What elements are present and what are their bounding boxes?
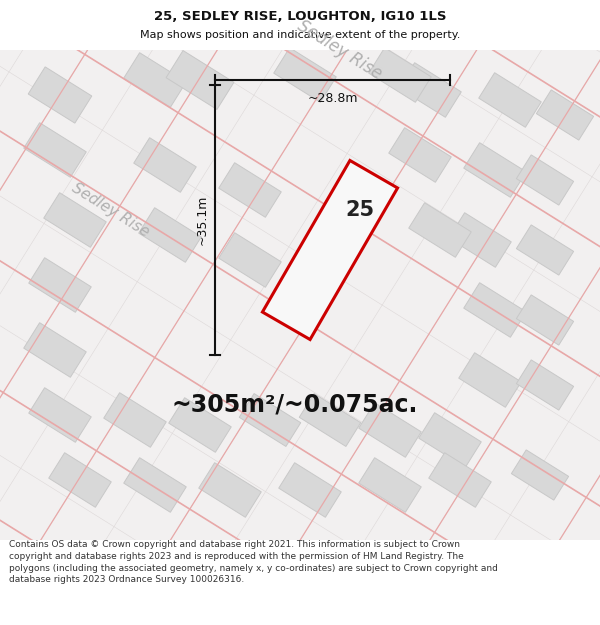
Polygon shape: [389, 127, 451, 182]
Polygon shape: [279, 462, 341, 518]
Polygon shape: [517, 295, 574, 345]
Polygon shape: [24, 122, 86, 177]
Polygon shape: [219, 232, 281, 288]
Polygon shape: [29, 388, 91, 442]
Polygon shape: [134, 138, 196, 192]
Polygon shape: [219, 162, 281, 217]
Polygon shape: [29, 258, 91, 312]
Polygon shape: [511, 450, 569, 500]
Polygon shape: [169, 398, 231, 452]
Polygon shape: [369, 48, 431, 102]
Polygon shape: [28, 67, 92, 123]
Polygon shape: [359, 458, 421, 512]
Polygon shape: [299, 394, 361, 446]
Polygon shape: [49, 452, 111, 508]
Polygon shape: [517, 225, 574, 275]
Polygon shape: [239, 394, 301, 446]
Polygon shape: [449, 213, 511, 268]
Polygon shape: [24, 322, 86, 378]
Polygon shape: [517, 360, 574, 410]
Polygon shape: [124, 52, 186, 107]
Polygon shape: [517, 155, 574, 205]
Polygon shape: [536, 90, 593, 140]
Text: 25, SEDLEY RISE, LOUGHTON, IG10 1LS: 25, SEDLEY RISE, LOUGHTON, IG10 1LS: [154, 10, 446, 23]
Text: Sedley Rise: Sedley Rise: [68, 180, 151, 240]
Text: Sedley Rise: Sedley Rise: [295, 17, 386, 83]
Polygon shape: [166, 51, 234, 109]
Polygon shape: [274, 48, 336, 102]
Polygon shape: [44, 192, 106, 248]
Polygon shape: [409, 202, 471, 258]
Text: ~35.1m: ~35.1m: [196, 195, 209, 245]
Polygon shape: [419, 412, 481, 468]
Text: Contains OS data © Crown copyright and database right 2021. This information is : Contains OS data © Crown copyright and d…: [9, 540, 498, 584]
Polygon shape: [479, 72, 541, 127]
Polygon shape: [199, 462, 261, 518]
Text: ~28.8m: ~28.8m: [307, 91, 358, 104]
Polygon shape: [262, 161, 398, 339]
Polygon shape: [464, 282, 526, 338]
Text: ~305m²/~0.075ac.: ~305m²/~0.075ac.: [172, 393, 418, 417]
Polygon shape: [459, 352, 521, 408]
Polygon shape: [104, 392, 166, 448]
Polygon shape: [464, 142, 526, 198]
Polygon shape: [359, 402, 421, 458]
Polygon shape: [124, 458, 186, 512]
Polygon shape: [139, 208, 201, 262]
Polygon shape: [399, 62, 461, 118]
Text: Map shows position and indicative extent of the property.: Map shows position and indicative extent…: [140, 30, 460, 40]
Polygon shape: [429, 452, 491, 508]
Text: 25: 25: [346, 200, 374, 220]
